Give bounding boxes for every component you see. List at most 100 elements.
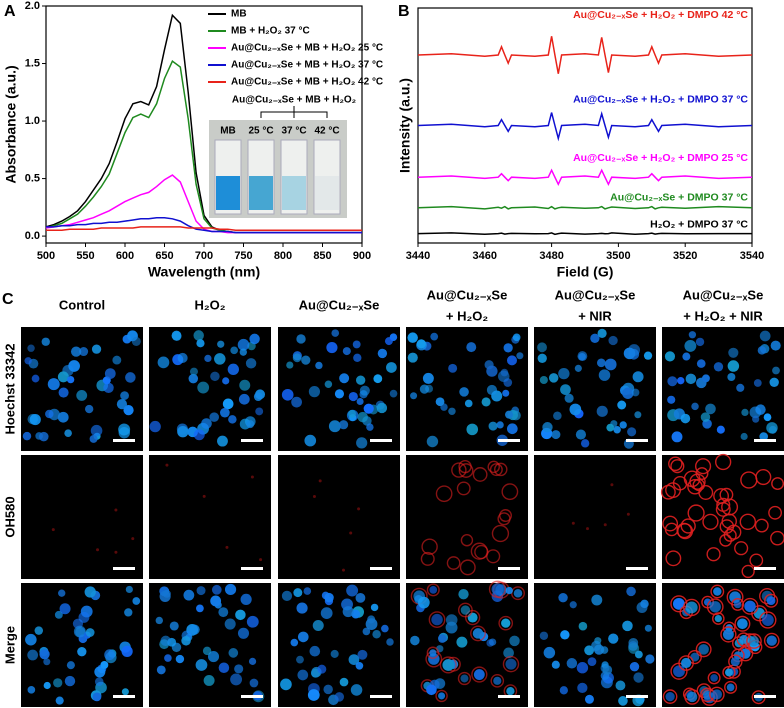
nucleus — [416, 339, 426, 349]
nucleus — [348, 409, 356, 418]
oh-faint — [250, 475, 254, 479]
nucleus — [372, 630, 381, 639]
oh-signal — [451, 462, 467, 478]
oh-signal — [722, 665, 736, 680]
oh-faint — [349, 531, 353, 535]
oh-signal — [763, 632, 780, 649]
nucleus — [690, 652, 700, 662]
nucleus — [711, 689, 722, 700]
micrograph — [278, 455, 400, 579]
vial-label: 25 °C — [248, 126, 273, 137]
oh-signal — [695, 641, 712, 658]
nucleus — [448, 407, 456, 416]
nucleus — [253, 392, 263, 401]
scale-bar — [113, 567, 135, 570]
nucleus — [57, 411, 69, 423]
nucleus — [366, 423, 374, 431]
oh-signal — [471, 666, 488, 683]
nucleus — [560, 630, 570, 640]
nucleus — [353, 353, 362, 362]
nucleus — [667, 395, 676, 404]
nucleus — [429, 649, 437, 657]
nucleus — [352, 340, 361, 349]
nucleus — [766, 596, 776, 606]
nucleus — [730, 657, 740, 667]
oh-signal — [695, 467, 709, 480]
nucleus — [727, 360, 740, 372]
nucleus — [628, 637, 639, 648]
oh-signal — [670, 595, 688, 613]
y-tick-label: 1.0 — [25, 115, 40, 127]
nucleus — [210, 371, 220, 382]
nucleus — [623, 347, 636, 360]
trace-label: Au@Cu₂₋ₓSe + H₂O₂ + DMPO 25 °C — [573, 152, 748, 164]
nucleus — [680, 413, 691, 424]
nucleus — [634, 411, 642, 419]
nucleus — [466, 342, 477, 353]
nucleus — [744, 600, 756, 613]
nucleus — [177, 426, 189, 438]
oh-signal — [683, 598, 701, 617]
oh-faint — [202, 494, 206, 498]
nucleus — [324, 592, 334, 603]
nucleus — [112, 355, 122, 365]
oh-signal — [719, 487, 734, 502]
nucleus — [542, 422, 553, 433]
nucleus — [613, 426, 621, 434]
nucleus — [705, 403, 716, 415]
nucleus — [125, 372, 136, 383]
x-tick-label: 850 — [313, 250, 331, 262]
nucleus — [703, 598, 712, 606]
nucleus — [596, 405, 608, 417]
nucleus — [643, 351, 653, 360]
nucleus — [702, 374, 710, 383]
nucleus — [564, 393, 574, 403]
nucleus — [94, 677, 104, 686]
nucleus — [27, 686, 36, 694]
nucleus — [709, 601, 721, 613]
nucleus — [608, 633, 619, 644]
nucleus — [125, 585, 133, 594]
nucleus — [645, 654, 655, 664]
oh-signal — [435, 485, 453, 503]
nucleus — [75, 627, 86, 638]
oh-signal — [501, 483, 519, 501]
x-axis-title: Field (G) — [557, 264, 614, 280]
nucleus — [301, 355, 311, 365]
x-tick-label: 3480 — [539, 250, 563, 262]
x-tick-label: 3460 — [473, 250, 497, 262]
nucleus — [488, 421, 498, 431]
oh-signal — [768, 505, 783, 520]
nucleus — [766, 635, 777, 646]
nucleus — [737, 618, 748, 630]
nucleus — [698, 644, 709, 655]
nucleus — [217, 340, 225, 348]
micrograph — [662, 583, 784, 707]
column-header: H₂O₂ — [194, 297, 225, 312]
vial-liquid — [282, 176, 306, 210]
legend-label: MB — [231, 9, 247, 20]
nucleus — [448, 363, 458, 373]
nucleus — [458, 589, 469, 600]
nucleus — [759, 432, 769, 441]
nucleus — [503, 343, 513, 353]
nucleus — [407, 352, 418, 363]
nucleus — [456, 636, 468, 648]
legend-label: Au@Cu₂₋ₓSe + MB + H₂O₂ 37 °C — [231, 60, 383, 71]
x-axis-title: Wavelength (nm) — [148, 264, 260, 280]
row-label: OH580 — [2, 496, 17, 537]
nucleus — [162, 589, 171, 598]
nucleus — [70, 346, 82, 357]
nucleus — [606, 423, 615, 432]
nucleus — [460, 674, 469, 683]
nucleus — [496, 421, 504, 429]
nucleus — [691, 402, 699, 411]
nucleus — [220, 407, 230, 418]
nucleus — [121, 688, 129, 696]
nucleus — [39, 649, 50, 660]
nucleus — [736, 383, 745, 392]
nucleus — [230, 673, 243, 686]
oh-faint — [225, 545, 229, 549]
nucleus — [772, 366, 780, 375]
oh-signal — [712, 612, 725, 625]
